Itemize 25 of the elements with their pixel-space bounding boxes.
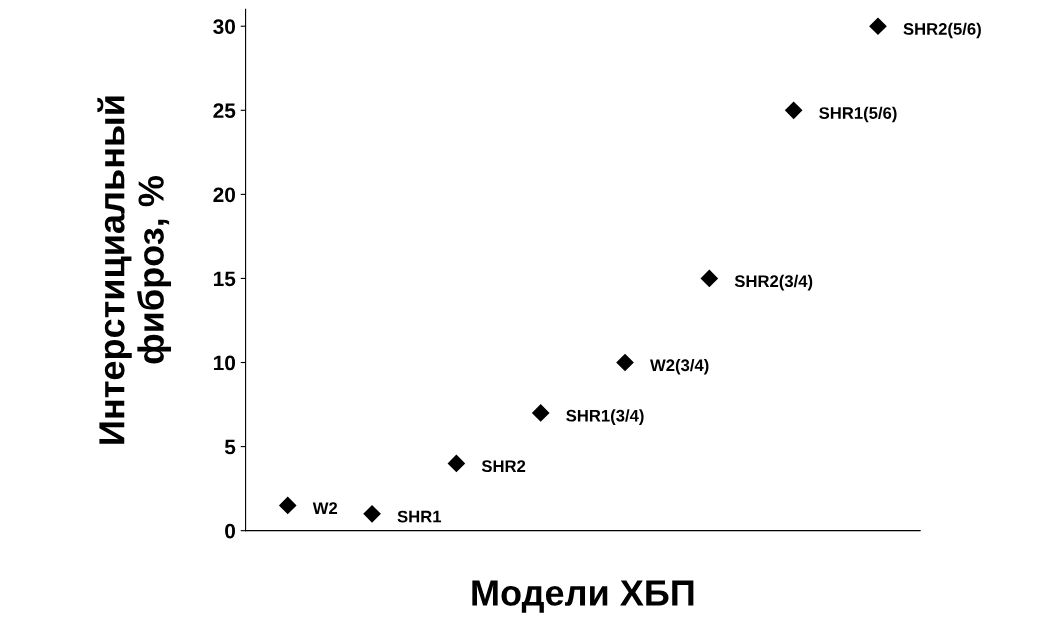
x-axis-title: Модели ХБП	[472, 580, 694, 613]
y-tick-label: 25	[213, 103, 236, 119]
point	[869, 17, 887, 35]
data-label: SHR2	[481, 460, 526, 473]
point	[447, 454, 465, 472]
data-label: SHR2(3/4)	[734, 274, 813, 291]
y-tick-label: 20	[213, 187, 236, 203]
data-label: SHR1(5/6)	[819, 106, 897, 123]
y-tick-label: 15	[214, 271, 236, 287]
y-tick-label: 5	[224, 439, 236, 455]
y-tick-label: 30	[213, 19, 236, 35]
point	[279, 496, 297, 514]
y-tick-label: 10	[214, 355, 236, 371]
point	[532, 404, 550, 422]
data-label: SHR1	[397, 510, 442, 523]
point	[700, 269, 718, 287]
data-label: W2(3/4)	[650, 358, 709, 375]
y-axis-title: Интерстициальный фиброз, %	[97, 96, 172, 444]
point	[785, 101, 803, 119]
data-label: SHR2(5/6)	[903, 22, 981, 39]
data-label: SHR1(3/4)	[566, 409, 644, 425]
point	[363, 505, 381, 523]
y-tick-label: 0	[225, 523, 236, 539]
point	[616, 353, 634, 372]
data-label: W2	[312, 502, 338, 514]
